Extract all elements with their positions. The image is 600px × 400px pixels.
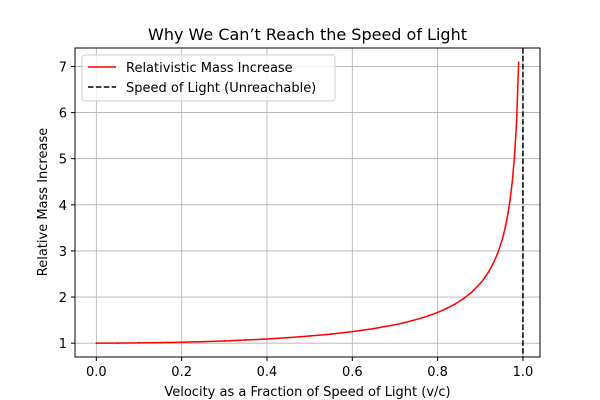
x-tick-label: 0.6: [342, 365, 363, 380]
x-tick-label: 0.8: [427, 365, 448, 380]
mass-increase-point: [159, 341, 162, 344]
mass-increase-point: [500, 240, 503, 243]
mass-increase-point: [95, 342, 98, 345]
mass-increase-point: [330, 333, 332, 335]
mass-increase-point: [507, 212, 509, 215]
ticks: 0.0 0.2 0.4 0.6 0.8 1.0 1 2 3 4 5 6 7: [59, 60, 534, 380]
mass-increase-point: [470, 291, 473, 294]
y-tick-label: 5: [59, 153, 67, 168]
y-tick-label: 4: [59, 199, 67, 214]
x-tick-label: 0.2: [171, 365, 192, 380]
x-axis-label: Velocity as a Fraction of Speed of Light…: [164, 385, 450, 400]
x-tick-label: 1.0: [513, 365, 534, 380]
mass-increase-point: [462, 297, 465, 300]
plot-frame: [74, 47, 541, 358]
mass-increase-point: [511, 180, 514, 183]
legend-label-light: Speed of Light (Unreachable): [126, 81, 316, 96]
mass-increase-point: [287, 336, 290, 339]
mass-increase-point: [513, 156, 516, 159]
mass-increase-point: [496, 253, 499, 256]
mass-increase-point: [492, 262, 494, 265]
mass-increase-point: [223, 340, 226, 342]
mass-increase-point: [517, 61, 520, 64]
mass-increase-point: [308, 335, 311, 337]
y-tick-label: 1: [59, 337, 67, 352]
mass-increase-point: [502, 232, 505, 235]
mass-increase-point: [504, 223, 507, 226]
mass-increase-point: [411, 319, 413, 322]
mass-increase-point: [394, 323, 396, 326]
mass-increase-line: [96, 62, 520, 344]
legend-label-mass: Relativistic Mass Increase: [126, 61, 293, 76]
y-tick-label: 3: [59, 245, 67, 260]
mass-increase-point: [419, 317, 422, 320]
y-tick-label: 7: [59, 60, 67, 75]
mass-increase-point: [509, 198, 512, 201]
y-tick-label: 2: [59, 291, 67, 306]
x-tick-label: 0.4: [257, 365, 278, 380]
plot-series: [95, 48, 524, 357]
mass-increase-point: [244, 339, 247, 341]
mass-increase-point: [479, 282, 482, 285]
y-tick-label: 6: [59, 107, 67, 122]
mass-increase-point: [515, 122, 518, 125]
mass-increase-point: [436, 311, 439, 314]
mass-increase-point: [487, 270, 490, 273]
mass-increase-point: [180, 341, 183, 344]
mass-increase-point: [483, 277, 486, 279]
mass-increase-point: [202, 340, 204, 343]
mass-increase-point: [266, 338, 268, 340]
mass-increase-point: [453, 303, 456, 306]
mass-increase-point: [138, 342, 140, 344]
x-tick-label: 0.0: [86, 365, 107, 380]
mass-increase-point: [445, 307, 448, 310]
chart-title: Why We Can’t Reach the Speed of Light: [148, 25, 467, 44]
legend: Relativistic Mass Increase Speed of Ligh…: [81, 54, 336, 102]
y-axis-label: Relative Mass Increase: [36, 128, 51, 276]
legend-box: [81, 54, 336, 102]
mass-increase-point: [428, 314, 430, 317]
mass-increase-point: [116, 342, 119, 345]
mass-increase-point: [351, 330, 354, 333]
mass-increase-point: [402, 321, 405, 324]
mass-increase-point: [372, 327, 375, 330]
